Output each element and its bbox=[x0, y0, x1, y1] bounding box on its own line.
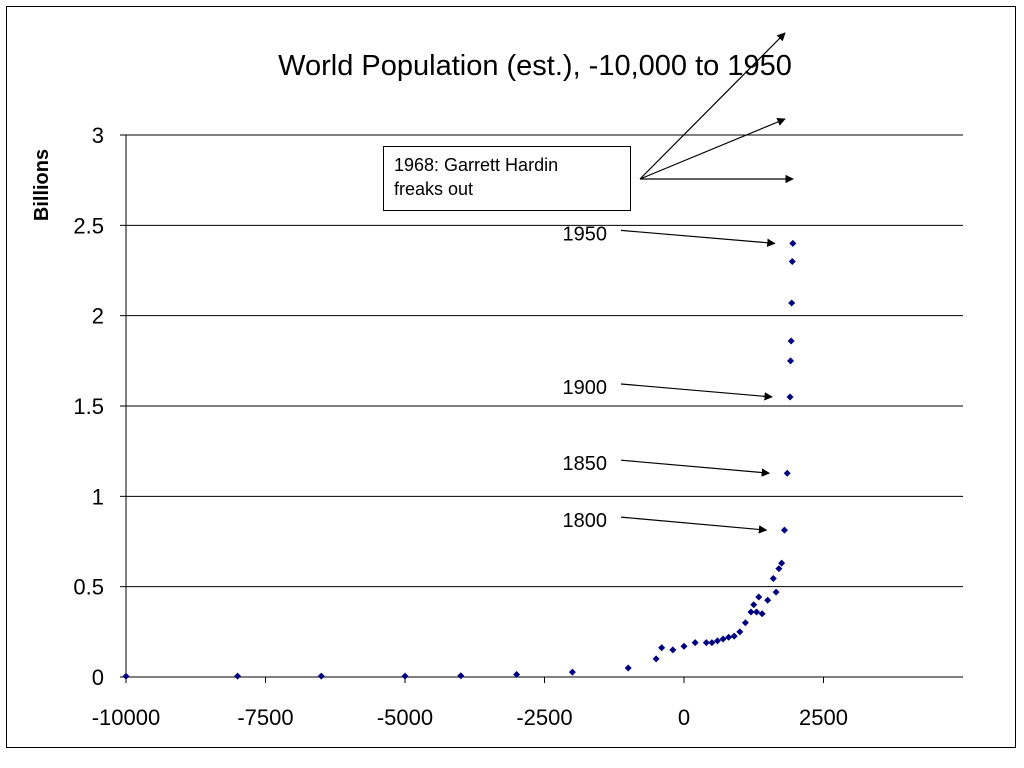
callout-line-1: 1968: Garrett Hardin bbox=[394, 155, 559, 175]
data-point bbox=[669, 646, 677, 654]
data-point bbox=[719, 635, 727, 643]
x-tick-label: -2500 bbox=[516, 705, 572, 730]
data-point bbox=[652, 655, 660, 663]
data-point bbox=[122, 672, 130, 680]
data-point bbox=[753, 608, 761, 616]
data-point bbox=[786, 393, 794, 401]
data-point bbox=[691, 639, 699, 647]
data-point bbox=[755, 593, 763, 601]
data-point bbox=[658, 644, 666, 652]
y-tick-label: 2 bbox=[92, 304, 104, 329]
data-point bbox=[680, 642, 688, 650]
data-point bbox=[764, 596, 772, 604]
data-point bbox=[788, 257, 796, 265]
y-tick-label: 2.5 bbox=[73, 213, 104, 238]
annotation-label: 1900 bbox=[563, 377, 608, 399]
axes bbox=[120, 134, 963, 683]
data-point bbox=[783, 469, 791, 477]
data-point bbox=[730, 632, 738, 640]
data-point bbox=[401, 672, 409, 680]
x-tick-label: -7500 bbox=[237, 705, 293, 730]
data-point bbox=[568, 668, 576, 676]
data-point bbox=[234, 672, 242, 680]
data-point bbox=[725, 633, 733, 641]
callout-arrow bbox=[639, 118, 786, 180]
data-point bbox=[702, 639, 710, 647]
data-point bbox=[708, 639, 716, 647]
data-point bbox=[775, 565, 783, 573]
data-point bbox=[787, 357, 795, 365]
y-tick-label: 3 bbox=[92, 123, 104, 148]
data-point bbox=[780, 526, 788, 534]
data-point bbox=[457, 672, 465, 680]
annotation-arrow bbox=[620, 459, 771, 477]
data-point bbox=[713, 637, 721, 645]
data-point bbox=[787, 337, 795, 345]
annotation-arrow bbox=[620, 516, 768, 534]
data-point bbox=[624, 664, 632, 672]
y-tick-label: 0.5 bbox=[73, 575, 104, 600]
annotation-label: 1800 bbox=[563, 510, 608, 532]
annotation-label: 1950 bbox=[563, 223, 608, 245]
data-point bbox=[789, 239, 797, 247]
y-axis-label: Billions bbox=[31, 149, 53, 221]
data-point bbox=[741, 619, 749, 627]
x-tick-label: -5000 bbox=[377, 705, 433, 730]
annotations: 1950 1900 1850 1800 bbox=[563, 32, 794, 534]
data-points bbox=[122, 239, 797, 680]
data-point bbox=[772, 588, 780, 596]
x-tick-label: 2500 bbox=[799, 705, 848, 730]
data-point bbox=[513, 670, 521, 678]
annotation-arrow bbox=[620, 229, 776, 247]
annotation-arrow bbox=[620, 383, 773, 401]
callout-box: 1968: Garrett Hardin freaks out bbox=[383, 146, 631, 211]
annotation-label: 1850 bbox=[563, 453, 608, 475]
y-tick-label: 1 bbox=[92, 484, 104, 509]
x-tick-label: 0 bbox=[678, 705, 690, 730]
callout-arrow bbox=[639, 32, 786, 180]
x-tick-label: -10000 bbox=[92, 705, 161, 730]
data-point bbox=[788, 299, 796, 307]
data-point bbox=[736, 628, 744, 636]
y-tick-label: 0 bbox=[92, 665, 104, 690]
y-tick-label: 1.5 bbox=[73, 394, 104, 419]
data-point bbox=[769, 575, 777, 583]
data-point bbox=[747, 608, 755, 616]
callout-line-2: freaks out bbox=[394, 179, 474, 199]
chart-title: World Population (est.), -10,000 to 1950 bbox=[278, 50, 792, 82]
data-point bbox=[317, 672, 325, 680]
data-point bbox=[778, 559, 786, 567]
data-point bbox=[750, 601, 758, 609]
data-point bbox=[758, 610, 766, 618]
tick-labels: 0 0.5 1 1.5 2 2.5 3 -10000 -7500 -5000 -2500 0 2500 bbox=[73, 123, 848, 730]
chart-frame bbox=[6, 6, 1016, 748]
grid-lines bbox=[126, 134, 963, 588]
